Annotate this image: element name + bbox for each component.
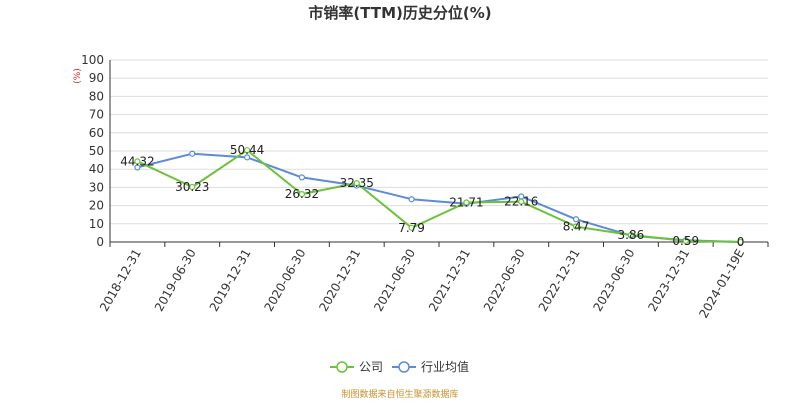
- x-tick-label: 2022-12-31: [536, 247, 583, 314]
- series-point-1[interactable]: [134, 164, 141, 171]
- y-tick-label: 10: [89, 217, 104, 231]
- y-tick-label: 0: [96, 235, 104, 249]
- series-point-0[interactable]: [134, 158, 141, 165]
- series-point-0[interactable]: [298, 190, 306, 198]
- data-label: 21.71: [449, 195, 483, 209]
- y-axis-unit: (%): [73, 68, 83, 84]
- y-tick-label: 60: [89, 126, 104, 140]
- series-point-0[interactable]: [682, 237, 689, 245]
- chart-title: 市销率(TTM)历史分位(%): [308, 4, 491, 22]
- x-tick-label: 2021-06-30: [371, 247, 418, 314]
- y-tick-label: 100: [81, 53, 104, 67]
- series-point-0[interactable]: [627, 231, 635, 239]
- y-tick-label: 50: [89, 144, 104, 158]
- series-point-1[interactable]: [298, 174, 306, 181]
- series-group: [134, 147, 744, 246]
- legend-label: 公司: [359, 360, 383, 374]
- legend-marker-icon: [336, 361, 348, 373]
- y-tick-label: 20: [89, 199, 104, 213]
- data-label: 30.23: [175, 180, 209, 194]
- x-tick-label: 2019-12-31: [207, 246, 254, 313]
- series-point-1[interactable]: [243, 154, 251, 161]
- series-point-1[interactable]: [572, 216, 580, 223]
- y-tick-label: 70: [89, 108, 104, 122]
- legend-item-1[interactable]: 行业均值: [392, 359, 469, 374]
- series-point-0[interactable]: [518, 198, 525, 205]
- series-point-0[interactable]: [463, 199, 470, 206]
- x-tick-label: 2024-01-19E: [696, 247, 747, 321]
- x-tick-label: 2020-06-30: [262, 247, 309, 314]
- data-labels: 44.32 30.23 50.44 26.32 32.35 7.79 21.71 22.16 8…: [120, 143, 744, 249]
- series-point-0[interactable]: [572, 223, 580, 230]
- series-point-0[interactable]: [189, 183, 196, 191]
- series-point-0[interactable]: [408, 224, 415, 231]
- data-label: 22.16: [504, 195, 538, 209]
- data-label: 0: [737, 235, 745, 249]
- x-tick-label: 2020-12-31: [316, 247, 363, 314]
- data-label: 32.35: [340, 176, 374, 190]
- x-tick-label: 2021-12-31: [426, 246, 473, 313]
- data-label: 26.32: [285, 187, 319, 201]
- series-line-1: [137, 152, 741, 243]
- legend-item-0[interactable]: 公司: [330, 360, 383, 374]
- data-label: 7.79: [398, 221, 425, 235]
- x-tick-label: 2023-12-31: [645, 247, 692, 314]
- x-tick-label: 2023-06-30: [591, 247, 638, 314]
- x-tick-label: 2022-06-30: [481, 247, 528, 314]
- legend[interactable]: 公司 行业均值: [330, 359, 469, 374]
- source-note: 制图数据来自恒生聚源数据库: [341, 388, 458, 400]
- series-point-0[interactable]: [243, 147, 251, 154]
- series-line-0: [136, 149, 741, 243]
- legend-marker-icon: [398, 361, 410, 373]
- legend-label: 行业均值: [421, 359, 469, 374]
- data-label: 44.32: [120, 154, 154, 168]
- data-label: 50.44: [230, 143, 264, 157]
- y-tick-label: 80: [89, 89, 104, 103]
- data-label: 8.47: [563, 220, 590, 234]
- y-tick-label: 30: [89, 180, 104, 194]
- series-point-0[interactable]: [737, 238, 744, 246]
- y-tick-label: 40: [89, 162, 104, 176]
- series-point-1[interactable]: [408, 196, 415, 203]
- series-point-1[interactable]: [189, 150, 196, 157]
- x-tick-label: 2018-12-31: [97, 247, 144, 314]
- grid-lines: [110, 59, 768, 243]
- x-tick-label: 2019-06-30: [152, 247, 199, 314]
- data-label: 3.86: [618, 228, 645, 242]
- series-point-0[interactable]: [353, 180, 360, 187]
- data-label: 0.59: [672, 234, 699, 248]
- y-tick-label: 90: [89, 71, 104, 85]
